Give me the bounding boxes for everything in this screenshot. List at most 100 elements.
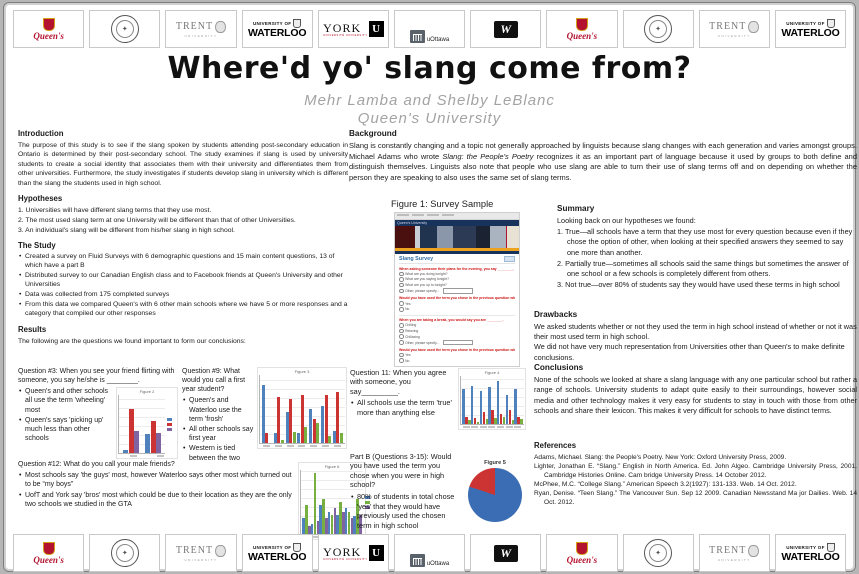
trent-subtext: UNIVERSITY — [717, 33, 751, 38]
logo-uottawa: uOttawa — [393, 534, 466, 572]
browser-chrome — [395, 213, 519, 220]
waterloo-crest-icon — [826, 543, 835, 553]
bar — [502, 416, 506, 424]
question12-heading: Question #12: What do you call your male… — [18, 461, 175, 468]
radio-icon — [399, 271, 404, 277]
radio-icon — [399, 301, 404, 306]
bar-group — [319, 470, 328, 534]
waterloo-subtext: UNIVERSITY OF — [786, 21, 825, 27]
reference-item: Ryan, Denise. “Teen Slang.” The Vancouve… — [534, 490, 857, 507]
trent-crest-icon — [215, 544, 227, 557]
bar — [517, 416, 520, 424]
uottawa-building-icon — [409, 554, 425, 567]
bar-group — [336, 470, 345, 534]
radio-icon — [399, 328, 404, 334]
uoft-seal-icon — [644, 539, 673, 567]
waterloo-wordmark: WATERLOO — [248, 551, 307, 564]
waterloo-wordmark: WATERLOO — [248, 27, 307, 40]
question3-item: Queen's says 'picking up' much less than… — [19, 416, 178, 444]
logo-queens: Queen's — [546, 10, 618, 48]
bar — [344, 508, 347, 534]
study-list: Created a survey on Fluid Surveys with 6… — [18, 253, 348, 319]
poster: Queen'sTRENTUNIVERSITYUNIVERSITY OFWATER… — [3, 2, 857, 572]
partb-item: 80% of students in total chose 'yes' tha… — [351, 492, 527, 531]
reference-item: Adams, Michael. Slang: the People's Poet… — [534, 454, 787, 461]
waterloo-subtext: UNIVERSITY OF — [786, 545, 825, 551]
survey-window-title: Queen's University — [395, 219, 519, 226]
logo-toronto — [89, 534, 161, 572]
logo-trent: TRENT UNIVERSITY — [165, 10, 237, 48]
queens-wordmark: Queen's — [33, 30, 64, 41]
waterloo-crest-icon — [293, 543, 302, 553]
logo-queens: Queen's — [13, 10, 85, 48]
bar — [339, 502, 342, 534]
bar — [465, 416, 468, 424]
survey-partb-question: Would you have used the term you chose i… — [399, 296, 515, 301]
logo-trent: TRENT UNIVERSITY — [698, 10, 770, 48]
drawbacks-block: Drawbacks We asked students whether or n… — [534, 310, 857, 363]
waterloo-subtext: UNIVERSITY OF — [252, 545, 292, 551]
text-input-box — [442, 288, 473, 294]
reference-item: McPhee, M.C. “College Slang.” American S… — [534, 481, 797, 489]
results-intro: The following are the questions we found… — [18, 338, 246, 346]
bar — [342, 511, 345, 534]
survey-button — [504, 256, 515, 263]
left-column: Introduction The purpose of this study i… — [18, 129, 348, 347]
survey-question1: When asking someone their plans for the … — [399, 266, 515, 271]
text-input-box — [442, 339, 473, 346]
radio-icon — [399, 352, 404, 358]
uottawa-wordmark: uOttawa — [426, 37, 450, 43]
uottawa-building-icon — [409, 30, 425, 43]
question11-heading: Question 11: When you agree with someone… — [350, 368, 447, 396]
drawbacks-item: We did not have very much representation… — [534, 342, 845, 362]
survey-option-other: Other, please specify... — [399, 339, 515, 346]
trent-subtext: UNIVERSITY — [184, 557, 218, 562]
queens-wordmark: Queen's — [566, 30, 598, 41]
background-body: Slang is constantly changing and a topic… — [349, 141, 857, 182]
drawbacks-item: We asked students whether or not they us… — [534, 322, 857, 342]
logo-waterloo: UNIVERSITY OF WATERLOO — [774, 10, 847, 48]
uoft-seal-icon — [110, 15, 139, 43]
question12-item: Most schools say 'the guys' most, howeve… — [19, 471, 294, 489]
hypothesis-item: 3. An individual's slang will be differe… — [18, 226, 235, 234]
drawbacks-heading: Drawbacks — [534, 310, 578, 319]
question3-list: Queen's and other schools all use the te… — [18, 387, 178, 443]
survey-option: Chilling — [399, 323, 515, 328]
survey-gold-stripe — [395, 247, 519, 252]
queens-crest-icon — [42, 541, 55, 555]
logo-strip-bottom: Queen'sTRENTUNIVERSITYUNIVERSITY OFWATER… — [13, 534, 847, 572]
hypotheses-heading: Hypotheses — [18, 193, 63, 203]
question9-item: Queen's and Waterloo use the term 'frosh… — [183, 396, 347, 424]
background-heading: Background — [349, 129, 397, 138]
trent-crest-icon — [215, 20, 227, 33]
uoft-seal-icon — [110, 539, 139, 567]
york-subtext: UNIVERSITÉ UNIVERSITY — [323, 33, 368, 37]
figure1-caption: Figure 1: Survey Sample — [391, 199, 494, 209]
western-w-icon: W — [493, 544, 518, 562]
bar — [308, 526, 311, 534]
survey-option: What are you doing tonight? — [399, 271, 515, 277]
question11-item: All schools use the term 'true' more tha… — [351, 398, 526, 417]
bar — [313, 473, 316, 534]
trent-wordmark: TRENT — [175, 21, 214, 32]
poster-affiliation: Queen's University — [357, 110, 502, 127]
bar — [468, 420, 471, 424]
bar — [485, 419, 488, 424]
conclusions-heading: Conclusions — [534, 363, 584, 372]
bar — [310, 524, 313, 534]
question9-item: All other schools say first year — [183, 425, 347, 443]
radio-icon — [399, 277, 404, 282]
radio-icon — [399, 323, 404, 328]
logo-uottawa: uOttawa — [393, 10, 466, 48]
survey-option: What are you saying tonight? — [399, 277, 515, 282]
bar — [327, 511, 330, 534]
bar — [482, 412, 485, 424]
bar — [302, 518, 305, 534]
survey-option: No — [399, 306, 515, 312]
radio-icon — [399, 288, 404, 294]
radio-icon — [399, 340, 404, 345]
logo-western: W — [470, 10, 542, 48]
uoft-seal-icon — [644, 15, 673, 43]
bar — [494, 418, 497, 424]
chart-title: Figure 3 — [294, 369, 310, 374]
